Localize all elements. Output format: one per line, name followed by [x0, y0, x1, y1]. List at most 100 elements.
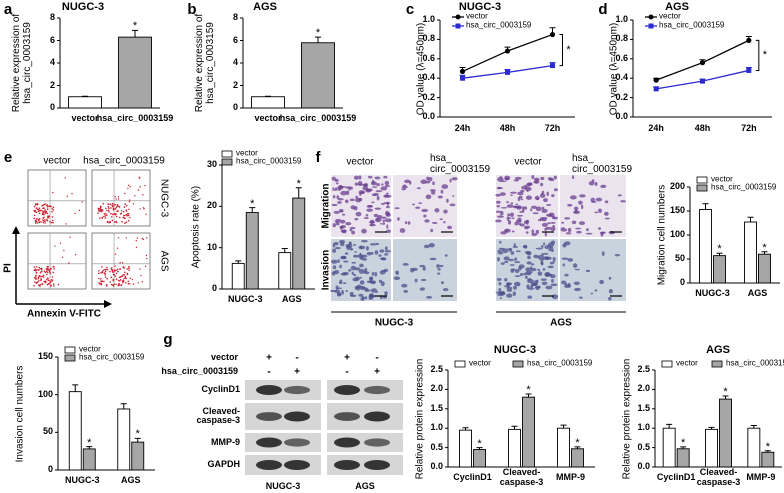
error-bar — [750, 424, 757, 429]
y-tick-label: 0 — [47, 464, 53, 475]
cell — [376, 217, 379, 222]
cell — [588, 181, 595, 186]
cell — [364, 267, 368, 273]
y-tick-label: 1.5 — [430, 402, 443, 413]
flow-event — [100, 209, 103, 211]
flow-event — [124, 275, 127, 278]
condition-label: hsa_circ_0003159 — [161, 366, 238, 377]
flow-event — [38, 269, 40, 271]
cell — [347, 269, 352, 272]
cell — [332, 187, 335, 190]
flow-event — [68, 262, 70, 264]
flow-event — [129, 283, 131, 285]
cell — [341, 255, 347, 260]
cell — [604, 200, 609, 204]
flow-event — [74, 253, 77, 256]
cell — [380, 186, 388, 191]
x-tick-label: Cleaved-caspase-3 — [696, 467, 741, 487]
cell — [415, 206, 421, 209]
flow-event — [101, 270, 104, 273]
cell — [574, 268, 581, 271]
flow-event — [43, 211, 46, 213]
cell — [351, 271, 354, 276]
flow-event — [42, 207, 45, 210]
cell — [537, 268, 541, 271]
cell — [585, 269, 590, 273]
flow-event — [123, 206, 126, 208]
micro-group-label: AGS — [550, 317, 572, 329]
y-tick-label: 0.0 — [637, 461, 650, 472]
y-tick-label: 2.5 — [637, 364, 650, 375]
flow-event — [69, 236, 71, 238]
flow-event — [44, 219, 46, 221]
blot-band — [256, 460, 282, 470]
cell — [527, 272, 531, 276]
cell — [550, 283, 558, 287]
significance-mark: * — [765, 440, 770, 453]
legend-swatch — [711, 360, 723, 368]
cell — [332, 265, 337, 270]
cell — [552, 216, 559, 220]
flow-event — [52, 206, 55, 209]
cell — [531, 205, 537, 209]
cell — [549, 178, 555, 182]
cell — [442, 288, 449, 292]
flow-event — [49, 220, 51, 223]
flow-event — [136, 237, 139, 239]
cell — [437, 195, 443, 199]
cell — [395, 270, 399, 275]
cell — [521, 206, 525, 210]
bar — [82, 448, 96, 471]
flow-event — [123, 267, 126, 269]
cell — [333, 210, 340, 214]
x-tick-label: 72h — [741, 123, 757, 134]
flow-column-label: hsa_circ_0003159 — [83, 155, 165, 167]
cell — [330, 259, 338, 264]
cell — [354, 182, 359, 186]
flow-event — [99, 283, 101, 285]
cell — [452, 195, 455, 197]
bar — [301, 42, 335, 109]
error-bar — [511, 425, 518, 430]
cell — [527, 295, 533, 299]
flow-event — [39, 285, 41, 287]
cell — [525, 219, 530, 223]
flow-event — [102, 202, 105, 205]
cell — [552, 256, 556, 262]
flow-event — [117, 198, 120, 200]
error-bar — [132, 29, 138, 38]
cell — [544, 271, 551, 277]
flow-event — [110, 283, 113, 286]
significance-mark: * — [477, 437, 482, 450]
flow-event — [44, 271, 47, 274]
cell — [553, 175, 557, 180]
micro-column-label: hsa_ circ_0003159 — [572, 153, 632, 175]
legend-swatch — [64, 354, 76, 362]
cell — [439, 218, 443, 221]
cell — [586, 228, 589, 232]
cell — [564, 273, 569, 277]
cell — [338, 188, 341, 192]
cell — [353, 175, 359, 180]
cell — [579, 194, 586, 198]
cell — [517, 196, 521, 202]
cell — [578, 200, 583, 205]
cell — [564, 217, 571, 220]
legend-label: hsa_circ_0003159 — [79, 352, 145, 362]
cell — [515, 250, 521, 253]
flow-event — [48, 268, 50, 271]
flow-event — [123, 274, 126, 276]
cell — [535, 247, 543, 250]
bar — [459, 429, 472, 468]
flow-event — [111, 219, 114, 222]
cell — [550, 240, 556, 245]
flow-event — [116, 247, 119, 249]
flow-event — [123, 277, 126, 280]
flow-event — [100, 281, 102, 283]
cell — [343, 260, 349, 263]
cell — [337, 287, 342, 290]
y-tick-label: 0 — [49, 102, 55, 113]
cell — [370, 288, 378, 293]
legend-marker — [648, 14, 654, 20]
micro-column-label-line: vector — [514, 156, 542, 168]
